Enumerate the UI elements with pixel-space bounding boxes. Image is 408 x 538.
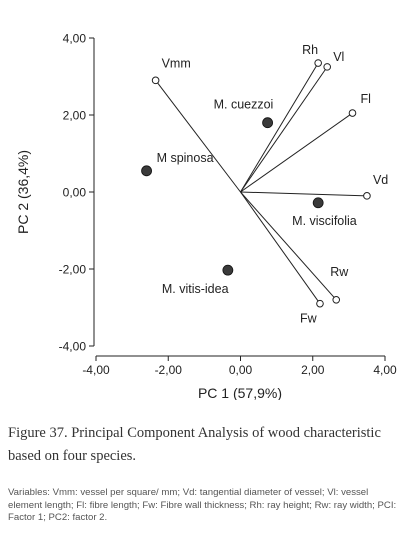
vector-end-fw (316, 299, 324, 308)
x-axis-title: PC 1 (57,9%) (198, 385, 282, 400)
vector-fw (240, 191, 321, 304)
vector-label-vd: Vd (373, 173, 388, 187)
point-m-cuezzoi (262, 117, 273, 129)
point-label-m-viscifolia: M. viscifolia (292, 214, 357, 228)
x-tick-label: -4,00 (82, 363, 110, 377)
vector-vl (240, 66, 328, 193)
vector-label-fl: Fl (360, 92, 370, 106)
vector-fl (240, 112, 353, 193)
x-ticks: -4,00 -2,00 0,00 2,00 4,00 (82, 356, 397, 377)
x-tick-label: -2,00 (155, 363, 183, 377)
figure-notes: Variables: Vmm: vessel per square/ mm; V… (8, 487, 397, 523)
vector-label-vmm: Vmm (162, 56, 191, 70)
y-tick-label: -2,00 (59, 263, 87, 277)
vector-rw (240, 191, 337, 301)
vector-label-vl: Vl (333, 50, 344, 64)
vector-end-vmm (151, 76, 160, 85)
vector-end-vd (363, 192, 371, 200)
point-label-m-cuezzoi: M. cuezzoi (214, 98, 274, 112)
y-tick-label: -4,00 (59, 340, 87, 354)
point-m-viscifolia (312, 197, 324, 209)
vector-end-rh (314, 59, 322, 67)
x-tick-label: 4,00 (373, 363, 397, 377)
y-axis-title: PC 2 (36,4%) (15, 150, 31, 234)
vector-end-vl (323, 63, 332, 71)
variable-vectors (151, 59, 371, 308)
point-m-spinosa (141, 165, 152, 177)
y-tick-label: 4,00 (63, 32, 87, 46)
x-tick-label: 2,00 (301, 363, 325, 377)
vector-vd (240, 191, 367, 197)
axes (93, 38, 385, 357)
vector-label-fw: Fw (300, 312, 318, 326)
vector-end-rw (332, 296, 341, 304)
y-tick-label: 2,00 (63, 109, 87, 123)
vector-label-rw: Rw (330, 265, 349, 279)
vector-rh (240, 62, 319, 193)
figure-caption: Figure 37. Principal Component Analysis … (8, 425, 381, 464)
point-label-m-spinosa: M spinosa (157, 151, 214, 165)
species-points (141, 117, 324, 276)
y-ticks: 4,00 2,00 0,00 -2,00 -4,00 (59, 32, 94, 354)
vector-end-fl (348, 109, 357, 117)
y-tick-label: 0,00 (63, 186, 87, 200)
x-tick-label: 0,00 (229, 363, 253, 377)
vector-label-rh: Rh (302, 43, 318, 57)
pca-biplot: 4,00 2,00 0,00 -2,00 -4,00 -4,00 -2,00 0,00 2,0… (15, 32, 397, 401)
point-m-vitis-idea (222, 264, 234, 276)
vector-vmm (155, 80, 241, 193)
point-label-m-vitis-idea: M. vitis-idea (162, 282, 229, 296)
point-labels: Vmm Rh Vl Fl Vd Rw Fw M. cuezzoi M spinosa M. vis… (157, 43, 389, 326)
